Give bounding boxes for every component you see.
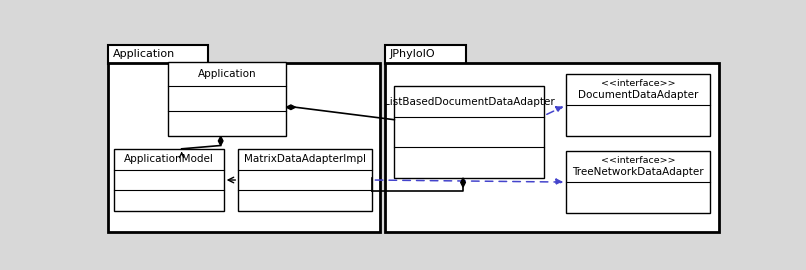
FancyBboxPatch shape — [108, 45, 208, 63]
FancyBboxPatch shape — [239, 149, 372, 211]
Text: TreeNetworkDataAdapter: TreeNetworkDataAdapter — [572, 167, 704, 177]
Text: MatrixDataAdapterImpl: MatrixDataAdapterImpl — [244, 154, 366, 164]
Text: Application: Application — [197, 69, 256, 79]
Polygon shape — [218, 136, 223, 146]
Text: ListBasedDocumentDataAdapter: ListBasedDocumentDataAdapter — [384, 97, 555, 107]
Text: DocumentDataAdapter: DocumentDataAdapter — [578, 90, 698, 100]
FancyBboxPatch shape — [385, 45, 466, 63]
Text: <<interface>>: <<interface>> — [600, 79, 675, 89]
FancyBboxPatch shape — [168, 62, 286, 136]
FancyBboxPatch shape — [385, 63, 719, 232]
FancyBboxPatch shape — [566, 74, 710, 136]
Text: JPhyloIO: JPhyloIO — [389, 49, 435, 59]
FancyBboxPatch shape — [114, 149, 224, 211]
FancyBboxPatch shape — [108, 63, 380, 232]
Polygon shape — [286, 105, 296, 110]
Polygon shape — [461, 178, 465, 187]
Text: <<interface>>: <<interface>> — [600, 156, 675, 166]
Text: ApplicationModel: ApplicationModel — [124, 154, 214, 164]
FancyBboxPatch shape — [394, 86, 544, 178]
FancyBboxPatch shape — [566, 151, 710, 213]
Text: Application: Application — [113, 49, 175, 59]
